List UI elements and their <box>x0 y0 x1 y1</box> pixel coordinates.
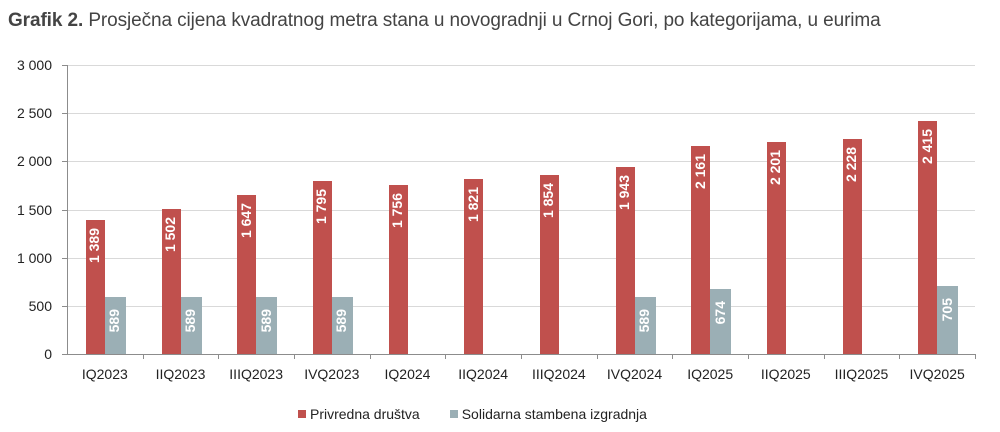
bar-privredna-drustva: 1 943 <box>615 166 635 354</box>
y-tick-label: 3 000 <box>16 57 52 73</box>
bar-privredna-drustva: 1 821 <box>464 178 484 354</box>
legend-swatch-gray <box>449 410 458 418</box>
bar-privredna-drustva: 2 415 <box>918 121 938 354</box>
bar-privredna-drustva: 1 854 <box>539 175 559 354</box>
bar-value-label: 674 <box>711 301 728 325</box>
legend-item-privredna-drustva: Privredna društva <box>298 406 420 422</box>
x-tick-label: IQ2024 <box>384 366 431 382</box>
x-tick-label: IQ2025 <box>687 366 734 382</box>
x-tick-mark <box>445 354 447 359</box>
x-tick-mark <box>899 354 901 359</box>
legend: Privredna društva Solidarna stambena izg… <box>298 406 647 422</box>
bar-privredna-drustva: 1 647 <box>237 195 257 354</box>
bar-value-label: 2 415 <box>918 129 935 165</box>
y-tick-label: 500 <box>28 297 52 314</box>
gridline <box>67 305 975 307</box>
bar-value-label: 1 502 <box>162 217 178 253</box>
plot-area: 1 389 589 1 502 589 1 647 589 1 795 589 1 756 1 8… <box>67 65 975 354</box>
x-tick-label: IIQ2023 <box>155 366 206 382</box>
bar-privredna-drustva: 1 756 <box>388 184 408 354</box>
bar-privredna-drustva: 1 795 <box>312 181 332 354</box>
bar-value-label: 1 647 <box>237 203 254 239</box>
bar-value-label: 1 795 <box>313 189 330 225</box>
y-tick-label: 1 500 <box>16 201 52 218</box>
bar-solidarna-stambena-izgradnja: 589 <box>180 297 202 354</box>
bar-solidarna-stambena-izgradnja: 674 <box>710 289 732 354</box>
legend-item-solidarna: Solidarna stambena izgradnja <box>449 406 647 422</box>
legend-label: Privredna društva <box>310 406 420 422</box>
gridline <box>67 65 975 66</box>
x-tick-label: IQ2023 <box>81 366 128 382</box>
bar-solidarna-stambena-izgradnja: 705 <box>937 286 959 354</box>
bar-value-label: 2 228 <box>843 147 859 183</box>
y-axis-line <box>67 65 68 355</box>
bar-privredna-drustva: 1 502 <box>161 209 181 354</box>
bar-value-label: 1 854 <box>540 183 557 219</box>
bar-value-label: 589 <box>333 309 350 333</box>
bar-value-label: 2 201 <box>767 149 784 186</box>
x-tick-label: IIIQ2024 <box>531 366 586 382</box>
x-tick-mark <box>294 354 295 359</box>
y-tick-mark <box>62 257 67 259</box>
bar-solidarna-stambena-izgradnja: 589 <box>104 297 126 354</box>
bar-value-label: 589 <box>636 309 652 333</box>
bar-value-label: 705 <box>938 298 955 322</box>
bar-value-label: 1 821 <box>464 186 481 222</box>
gridline <box>67 257 975 259</box>
bar-solidarna-stambena-izgradnja: 589 <box>331 297 353 354</box>
x-tick-label: IVQ2023 <box>304 366 360 382</box>
y-tick-mark <box>62 113 67 115</box>
gridline <box>67 113 975 115</box>
x-tick-label: IVQ2025 <box>909 366 965 382</box>
x-tick-mark <box>748 354 749 359</box>
y-tick-label: 0 <box>44 346 52 362</box>
bar-privredna-drustva: 1 389 <box>85 220 105 354</box>
x-tick-mark <box>823 354 825 359</box>
x-tick-mark <box>521 354 522 359</box>
x-tick-mark <box>142 354 144 359</box>
x-tick-mark <box>596 354 598 359</box>
x-tick-mark <box>369 354 371 359</box>
y-tick-mark <box>62 65 67 66</box>
chart-title: Grafik 2. Prosječna cijena kvadratnog me… <box>8 10 881 32</box>
legend-swatch-red <box>298 410 306 418</box>
x-tick-mark <box>218 354 220 359</box>
x-tick-label: IVQ2024 <box>606 366 663 382</box>
x-axis-line <box>62 354 975 355</box>
bar-solidarna-stambena-izgradnja: 589 <box>634 297 656 354</box>
x-tick-label: IIIQ2023 <box>229 366 283 382</box>
x-tick-mark <box>975 354 976 359</box>
y-tick-label: 2 500 <box>16 105 52 122</box>
chart-title-prefix: Grafik 2. <box>8 10 84 31</box>
bar-value-label: 589 <box>182 309 198 333</box>
y-tick-mark <box>62 209 67 211</box>
gridline <box>67 209 975 211</box>
chart-title-text: Prosječna cijena kvadratnog metra stana … <box>88 10 881 31</box>
bar-value-label: 1 943 <box>616 174 632 210</box>
bar-value-label: 589 <box>257 309 274 333</box>
y-tick-mark <box>62 161 67 163</box>
bar-value-label: 2 161 <box>691 153 708 189</box>
y-tick-mark <box>62 305 67 307</box>
bar-value-label: 1 756 <box>389 192 405 228</box>
x-tick-label: IIQ2025 <box>760 366 811 382</box>
gridline <box>67 161 975 163</box>
x-tick-mark <box>672 354 674 359</box>
x-tick-label: IIQ2024 <box>458 366 509 382</box>
y-tick-label: 2 000 <box>16 153 52 170</box>
bar-privredna-drustva: 2 228 <box>842 139 862 354</box>
x-tick-label: IIIQ2025 <box>834 366 889 382</box>
bar-privredna-drustva: 2 161 <box>691 145 711 354</box>
bar-value-label: 589 <box>106 309 123 333</box>
bar-solidarna-stambena-izgradnja: 589 <box>256 297 278 354</box>
legend-label: Solidarna stambena izgradnja <box>461 406 647 422</box>
bar-value-label: 1 389 <box>86 228 103 264</box>
bar-privredna-drustva: 2 201 <box>766 141 786 354</box>
y-tick-label: 1 000 <box>16 249 52 266</box>
